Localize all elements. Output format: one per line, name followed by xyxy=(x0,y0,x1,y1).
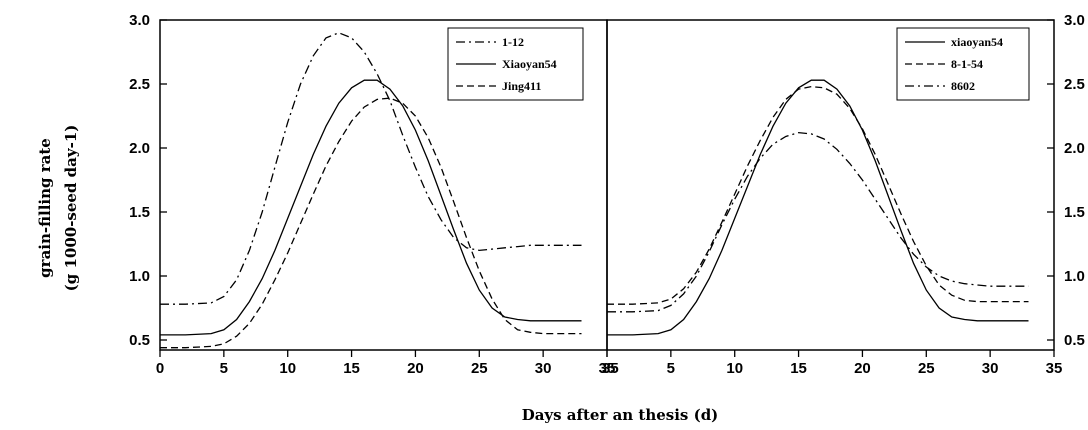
y-tick-label: 0.5 xyxy=(1064,332,1085,349)
x-tick-label: 20 xyxy=(407,360,424,377)
legend-label: Jing411 xyxy=(502,79,541,93)
x-tick-label: 35 xyxy=(602,360,619,377)
x-tick-label: 15 xyxy=(790,360,807,377)
y-tick-label: 3.0 xyxy=(129,12,150,29)
y-tick-label: 2.0 xyxy=(1064,140,1085,157)
y-axis-title-line2: (g 1000-seed day-1) xyxy=(62,125,80,292)
y-axis-title-line1: grain-filling rate xyxy=(36,138,54,278)
x-tick-label: 10 xyxy=(279,360,296,377)
legend-label: 8602 xyxy=(951,79,975,93)
legend-label: 8-1-54 xyxy=(951,57,983,71)
x-tick-label: 25 xyxy=(918,360,935,377)
x-tick-label: 5 xyxy=(667,360,675,377)
y-axis-title: grain-filling rate (g 1000-seed day-1) xyxy=(36,125,80,292)
x-tick-label: 5 xyxy=(220,360,228,377)
y-tick-label: 2.5 xyxy=(129,76,150,93)
series-line-xiaoyan54 xyxy=(607,79,1029,336)
x-tick-label: 30 xyxy=(535,360,552,377)
x-tick-label: 20 xyxy=(854,360,871,377)
legend: 1-12 Xiaoyan54 Jing411 xyxy=(447,27,584,101)
x-tick-label: 15 xyxy=(343,360,360,377)
legend-label: 1-12 xyxy=(502,35,524,49)
y-tick-label: 1.5 xyxy=(129,204,150,221)
x-tick-label: 30 xyxy=(982,360,999,377)
x-tick-label: 25 xyxy=(471,360,488,377)
series-line-xiaoyan54 xyxy=(160,79,582,336)
y-tick-label: 0.5 xyxy=(129,332,150,349)
y-tick-label: 1.5 xyxy=(1064,204,1085,221)
y-tick-label: 2.5 xyxy=(1064,76,1085,93)
legend: xiaoyan54 8-1-54 8602 xyxy=(896,27,1030,101)
x-tick-label: 0 xyxy=(156,360,164,377)
y-tick-label: 3.0 xyxy=(1064,12,1085,29)
series-line-1-12 xyxy=(160,32,582,305)
series-line-8602 xyxy=(607,131,1029,313)
legend-label: xiaoyan54 xyxy=(951,35,1003,49)
y-tick-label: 1.0 xyxy=(1064,268,1085,285)
x-axis-title: Days after an thesis (d) xyxy=(522,406,719,424)
legend-label: Xiaoyan54 xyxy=(502,57,557,71)
right-panel: 5 10 15 20 25 30 35350.51.01.52.02.53.0xiaoyan… xyxy=(602,12,1085,377)
x-tick-label: 35 xyxy=(599,360,616,377)
series-line-jing411 xyxy=(160,97,582,349)
plot-frame xyxy=(606,19,1055,351)
y-tick-label: 2.0 xyxy=(129,140,150,157)
x-tick-label: 35 xyxy=(1046,360,1063,377)
y-tick-label: 1.0 xyxy=(129,268,150,285)
x-tick-label: 10 xyxy=(726,360,743,377)
left-panel: 0 5 10 15 20 25 30 35 0.5 1.0 1.5 2.0 2.5 3.0 1-12 Xiao… xyxy=(129,12,615,377)
series-line-8-1-54 xyxy=(607,85,1029,305)
